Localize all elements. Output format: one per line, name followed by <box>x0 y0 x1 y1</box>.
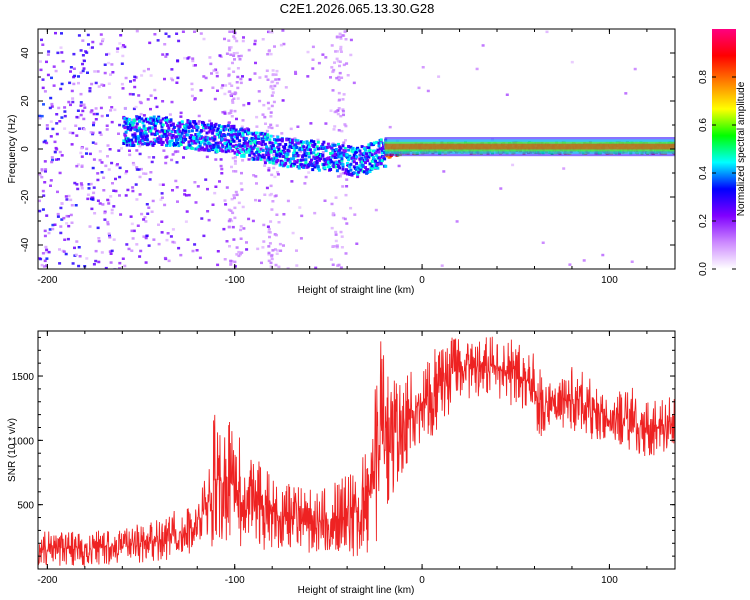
snr-panel: -200 -100 0 100 500 1000 1500 Height of straig… <box>7 330 676 596</box>
snr-ylabel: SNR (10 * v/v) <box>7 418 18 482</box>
spectrogram-ytick-label: -40 <box>20 237 31 252</box>
snr-xtick-label: 100 <box>601 575 618 586</box>
snr-ytick-label: 1500 <box>12 372 35 383</box>
colorbar-scale <box>712 29 736 269</box>
spectrogram-xtick-label: -200 <box>37 275 57 286</box>
spectrogram-xlabel: Height of straight line (km) <box>298 285 415 296</box>
colorbar-tick-label: 0.6 <box>698 118 709 132</box>
colorbar-tick-label: 0.2 <box>698 214 709 228</box>
spectrogram-ylabel: Frequency (Hz) <box>7 115 18 184</box>
snr-background <box>38 331 675 569</box>
snr-series <box>38 336 675 567</box>
colorbar: 0.0 0.2 0.4 0.6 0.8 Normalized spectral ampl… <box>698 29 747 276</box>
colorbar-ticks: 0.0 0.2 0.4 0.6 0.8 <box>698 70 736 276</box>
snr-ticks: -200 -100 0 100 500 1000 1500 <box>12 331 675 586</box>
snr-xtick-label: -200 <box>37 575 57 586</box>
snr-ytick-label: 500 <box>17 501 34 512</box>
spectrogram-xtick-label: 100 <box>601 275 618 286</box>
colorbar-tick-label: 0.0 <box>698 262 709 276</box>
figure-title: C2E1.2026.065.13.30.G28 <box>280 1 435 16</box>
colorbar-tick-label: 0.8 <box>698 70 709 84</box>
spectrogram-ytick-label: 40 <box>20 47 31 59</box>
snr-ytick-label: 1000 <box>12 436 35 447</box>
spectrogram-heatmap <box>38 29 675 269</box>
snr-xlabel: Height of straight line (km) <box>298 585 415 596</box>
colorbar-label: Normalized spectral amplitude <box>736 81 747 216</box>
spectrogram-ytick-label: -20 <box>20 189 31 204</box>
snr-xtick-label: 0 <box>419 575 425 586</box>
spectrogram-ytick-label: 0 <box>20 146 31 152</box>
snr-line <box>38 336 675 567</box>
colorbar-tick-label: 0.4 <box>698 166 709 180</box>
snr-xtick-label: -100 <box>225 575 245 586</box>
snr-frame <box>37 330 676 570</box>
spectrogram-xtick-label: -100 <box>225 275 245 286</box>
spectrogram-ytick-label: 20 <box>20 95 31 107</box>
spectrogram-xtick-label: 0 <box>419 275 425 286</box>
